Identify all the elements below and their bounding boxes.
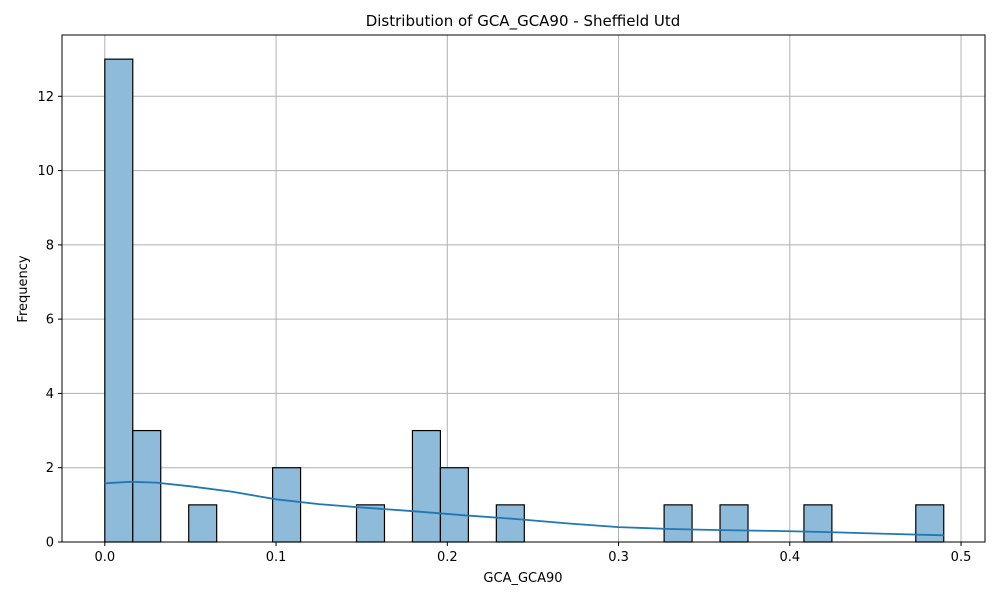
y-tick-label: 0 bbox=[46, 536, 54, 551]
histogram-bar bbox=[915, 504, 945, 543]
y-tick-label: 6 bbox=[46, 313, 54, 328]
histogram-bar bbox=[104, 58, 134, 543]
kde-curve bbox=[104, 480, 944, 537]
x-tick-label: 0.0 bbox=[94, 550, 115, 565]
plot-frame bbox=[61, 34, 986, 543]
x-tick-label: 0.4 bbox=[779, 550, 800, 565]
histogram-bar bbox=[272, 467, 302, 543]
y-axis-ticks: 0 2 4 6 8 10 12 bbox=[37, 90, 62, 551]
histogram-bar bbox=[719, 504, 749, 543]
histogram-bar bbox=[803, 504, 833, 543]
x-axis-ticks: 0.0 0.1 0.2 0.3 0.4 0.5 bbox=[94, 542, 971, 565]
y-tick-label: 8 bbox=[46, 238, 54, 253]
y-axis-label: Frequency bbox=[16, 255, 31, 322]
histogram-bar bbox=[188, 504, 218, 543]
y-tick-label: 10 bbox=[37, 164, 54, 179]
x-tick-label: 0.2 bbox=[437, 550, 458, 565]
grid-lines bbox=[62, 35, 985, 543]
histogram-bar bbox=[411, 429, 442, 543]
x-tick-label: 0.3 bbox=[608, 550, 629, 565]
x-axis-label: GCA_GCA90 bbox=[483, 571, 562, 586]
y-tick-label: 4 bbox=[46, 387, 54, 402]
x-tick-label: 0.5 bbox=[951, 550, 972, 565]
histogram-bar bbox=[132, 429, 162, 543]
histogram-bars bbox=[104, 58, 945, 543]
histogram-bar bbox=[439, 467, 469, 543]
y-tick-label: 2 bbox=[46, 461, 54, 476]
histogram-bar bbox=[495, 504, 525, 543]
chart-title: Distribution of GCA_GCA90 - Sheffield Ut… bbox=[366, 12, 681, 31]
x-tick-label: 0.1 bbox=[266, 550, 287, 565]
y-tick-label: 12 bbox=[37, 90, 54, 105]
histogram-bar bbox=[663, 504, 693, 543]
histogram-bar bbox=[355, 504, 386, 543]
